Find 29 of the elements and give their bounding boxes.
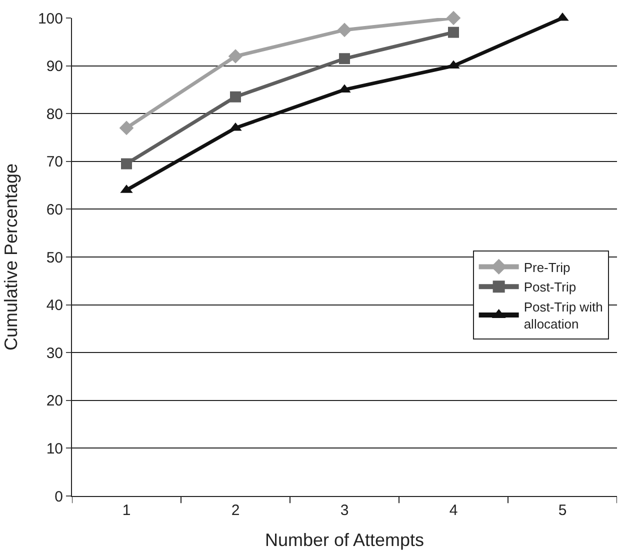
y-tick-label: 20 [46,392,63,410]
legend-label: Pre-Trip [524,260,570,275]
y-tick-label: 80 [46,106,63,123]
point [121,158,132,170]
legend-label: Post-Trip with allocation [524,300,603,332]
y-tick-label: 90 [46,58,63,76]
point [448,26,459,38]
x-tick-label: 1 [122,502,131,519]
x-tick-label: 5 [558,502,567,519]
legend-label: Post-Trip [524,280,576,295]
y-tick-label: 0 [54,488,63,506]
point [119,120,134,136]
y-tick-label: 100 [38,10,63,28]
x-tick-label: 2 [231,502,240,519]
y-tick-label: 10 [46,440,63,458]
x-axis-title: Number of Attempts [264,530,424,550]
y-tick-label: 30 [46,344,63,362]
point [228,49,243,64]
y-tick-label: 50 [46,249,63,266]
point [337,22,352,38]
x-tick-label: 3 [340,502,349,519]
y-tick-label: 40 [46,297,63,314]
y-axis-title: Cumulative Percentage [1,163,22,351]
point [230,91,241,102]
x-tick-label: 4 [449,502,458,519]
point [446,10,461,26]
y-tick-label: 70 [46,154,63,171]
y-tick-label: 60 [46,201,63,218]
point [339,53,350,64]
